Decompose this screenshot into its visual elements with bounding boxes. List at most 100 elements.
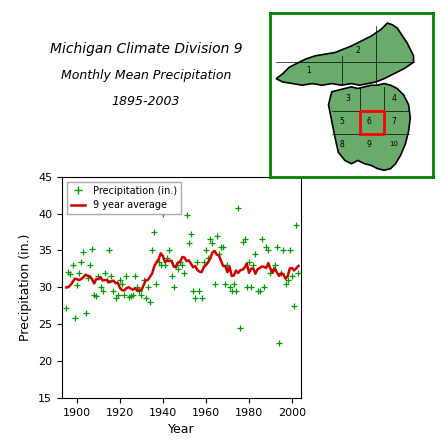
Point <box>71 315 78 322</box>
Point <box>220 243 227 250</box>
Point <box>99 287 106 294</box>
Point <box>153 280 160 287</box>
X-axis label: Year: Year <box>168 423 194 436</box>
Point <box>146 298 153 305</box>
Point <box>114 291 121 298</box>
Point <box>63 305 70 312</box>
Point <box>248 284 255 291</box>
Point <box>168 273 175 280</box>
Point <box>194 258 201 265</box>
Point <box>256 287 263 294</box>
Point <box>213 232 220 239</box>
Point <box>160 210 167 217</box>
Text: Michigan Climate Division 9: Michigan Climate Division 9 <box>50 42 242 56</box>
Point <box>187 231 194 238</box>
Point <box>116 276 123 283</box>
Point <box>121 291 128 298</box>
Point <box>73 282 80 289</box>
Point <box>172 262 179 269</box>
Point <box>91 291 98 298</box>
Polygon shape <box>276 23 414 85</box>
Point <box>269 265 276 272</box>
Point <box>265 247 272 254</box>
Point <box>166 247 173 254</box>
Point <box>209 240 216 247</box>
Point <box>215 251 222 258</box>
Point <box>230 280 237 287</box>
Point <box>252 251 259 258</box>
Point <box>241 236 248 243</box>
Point <box>76 269 83 276</box>
Point <box>250 262 257 269</box>
Point <box>202 247 210 254</box>
Polygon shape <box>328 84 410 170</box>
Point <box>149 247 156 254</box>
Text: 4: 4 <box>392 94 396 103</box>
Point <box>80 248 87 255</box>
Point <box>170 284 177 291</box>
Point <box>140 276 147 283</box>
Point <box>164 254 171 261</box>
Legend: Precipitation (in.), 9 year average: Precipitation (in.), 9 year average <box>67 182 181 214</box>
Point <box>65 268 72 275</box>
Point <box>196 287 203 294</box>
Text: 5: 5 <box>339 117 344 126</box>
Text: 6: 6 <box>367 117 372 126</box>
Text: 2: 2 <box>355 46 360 55</box>
Point <box>198 295 205 302</box>
Point <box>67 271 74 278</box>
Point <box>84 275 91 282</box>
Point <box>190 287 197 294</box>
Text: Monthly Mean Precipitation: Monthly Mean Precipitation <box>61 69 231 82</box>
Point <box>183 212 190 219</box>
Text: 9: 9 <box>367 140 372 149</box>
Point <box>211 280 218 287</box>
Point <box>95 273 102 280</box>
Point <box>69 262 76 269</box>
Point <box>289 273 296 280</box>
Point <box>127 293 134 300</box>
Point <box>181 269 188 276</box>
Text: 3: 3 <box>346 94 351 103</box>
Point <box>226 284 233 291</box>
Point <box>108 273 115 280</box>
Point <box>280 247 287 254</box>
Point <box>151 229 158 236</box>
Point <box>97 284 104 291</box>
Point <box>263 243 270 250</box>
Point <box>130 291 137 298</box>
Point <box>282 280 289 287</box>
Point <box>239 238 246 245</box>
Point <box>112 295 119 302</box>
Point <box>228 287 235 294</box>
Point <box>78 258 85 265</box>
Point <box>260 284 267 291</box>
Point <box>118 280 126 287</box>
Point <box>271 262 278 269</box>
Point <box>254 287 261 294</box>
Point <box>237 324 244 332</box>
Point <box>224 262 231 269</box>
Text: 1895-2003: 1895-2003 <box>112 95 180 108</box>
Text: 10: 10 <box>389 141 398 147</box>
Point <box>145 284 152 291</box>
Point <box>175 265 182 272</box>
Point <box>232 287 240 294</box>
Point <box>123 273 130 280</box>
Point <box>273 243 280 250</box>
Point <box>185 240 192 247</box>
Y-axis label: Precipitation (in.): Precipitation (in.) <box>19 234 32 341</box>
Point <box>200 258 207 265</box>
Point <box>88 245 95 252</box>
Point <box>136 287 143 294</box>
Point <box>245 258 252 265</box>
Point <box>286 247 293 254</box>
Point <box>106 246 113 253</box>
Point <box>133 284 141 291</box>
Point <box>179 262 186 269</box>
Text: 1: 1 <box>306 66 311 75</box>
Point <box>82 309 89 316</box>
Point <box>222 280 229 287</box>
Point <box>103 276 110 283</box>
Point <box>131 273 138 280</box>
